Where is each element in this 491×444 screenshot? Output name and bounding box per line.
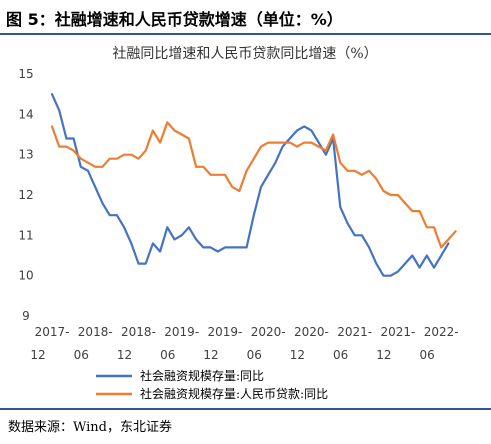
x-tick-label: 12: [203, 348, 218, 362]
x-tick-label: 2021-: [380, 325, 415, 339]
x-tick-label: 06: [74, 348, 89, 362]
y-tick-label: 11: [18, 228, 33, 242]
x-tick-label: 2018-: [78, 325, 113, 339]
y-tick-label: 12: [18, 188, 33, 202]
line-chart: 社融同比增速和人民币贷款同比增速（%） 9 10 11 12 13 14 15 2017- 1…: [18, 46, 458, 401]
figure-header: 图 5：社融增速和人民币贷款增速（单位：%）: [0, 0, 491, 33]
y-tick-label: 14: [18, 107, 33, 121]
x-tick-label: 06: [247, 348, 262, 362]
header-divider: [0, 33, 491, 35]
footer-divider: [0, 408, 491, 410]
source-note: 数据来源：Wind，东北证券: [8, 420, 172, 435]
series-group: [50, 93, 457, 277]
x-tick-label: 12: [376, 348, 391, 362]
x-tick-label: 06: [160, 348, 175, 362]
x-tick-label: 06: [333, 348, 348, 362]
x-tick-label: 2018-: [121, 325, 156, 339]
y-tick-label: 15: [18, 67, 33, 81]
y-tick-label: 9: [22, 309, 30, 323]
chart-title: 社融同比增速和人民币贷款同比增速（%）: [112, 46, 377, 62]
x-tick-label: 12: [117, 348, 132, 362]
legend-label: 社会融资规模存量:人民币贷款:同比: [140, 386, 328, 401]
x-axis: 2017- 12 2018- 06 2018- 12 2019- 06 2019- 12 2020-…: [30, 325, 458, 362]
legend-label: 社会融资规模存量:同比: [140, 368, 264, 383]
y-tick-label: 10: [18, 269, 33, 283]
figure-title: 图 5：社融增速和人民币贷款增速（单位：%）: [6, 10, 343, 29]
y-axis: 9 10 11 12 13 14 15: [18, 67, 33, 323]
x-tick-label: 12: [30, 348, 45, 362]
x-tick-label: 06: [420, 348, 435, 362]
series-line-social-financing: [50, 93, 450, 277]
x-tick-label: 2022-: [424, 325, 459, 339]
x-tick-label: 2017-: [35, 325, 70, 339]
series-line-rmb-loans: [50, 121, 457, 249]
x-tick-label: 2020-: [251, 325, 286, 339]
y-tick-label: 13: [18, 148, 33, 162]
x-tick-label: 2021-: [337, 325, 372, 339]
x-tick-label: 2019-: [208, 325, 243, 339]
x-tick-label: 2020-: [294, 325, 329, 339]
x-tick-label: 2019-: [164, 325, 199, 339]
x-tick-label: 12: [290, 348, 305, 362]
